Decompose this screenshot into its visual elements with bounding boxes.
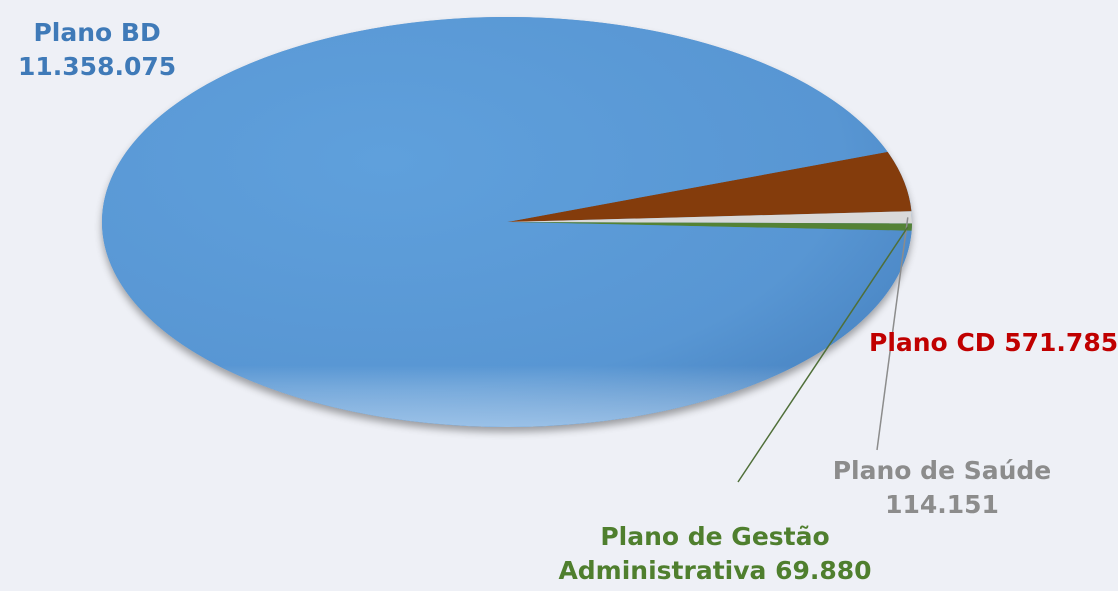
leader-line-plano-pga — [737, 226, 909, 483]
label-plano-saude-value: 114.151 — [885, 490, 999, 519]
label-plano-saude-name: Plano de Saúde — [832, 456, 1052, 485]
label-plano-cd-text: Plano CD 571.785 — [869, 328, 1118, 357]
label-plano-pga-name: Plano de Gestão — [600, 522, 830, 551]
label-plano-bd-value: 11.358.075 — [18, 52, 177, 81]
label-plano-bd-name: Plano BD — [33, 18, 161, 47]
label-plano-pga-value: Administrativa 69.880 — [558, 556, 872, 585]
label-plano-pga: Plano de Gestão Administrativa 69.880 — [555, 520, 875, 588]
label-plano-saude: Plano de Saúde 114.151 — [832, 454, 1052, 522]
label-plano-bd: Plano BD 11.358.075 — [18, 16, 176, 84]
pie-rim-highlight — [102, 17, 912, 427]
label-plano-cd: Plano CD 571.785 — [869, 326, 1118, 360]
leader-line-plano-saude — [876, 217, 909, 451]
